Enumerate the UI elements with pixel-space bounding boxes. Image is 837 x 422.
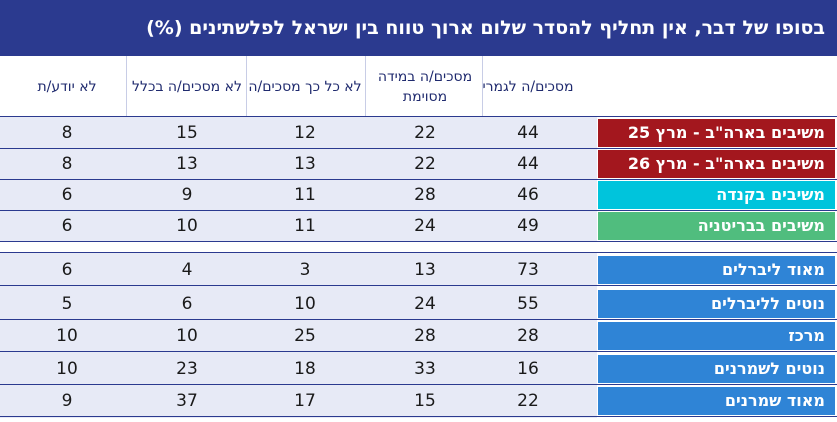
row-divider (0, 351, 837, 352)
row-divider (0, 241, 837, 242)
table-cell: 6 (61, 185, 73, 205)
row-divider (0, 148, 837, 149)
row-label: מרכז (598, 322, 835, 350)
column-header: לא יודע/ת (37, 79, 97, 95)
table-cell: 10 (176, 326, 198, 346)
row-divider (0, 319, 837, 320)
row-label: מאוד שמרנים (598, 387, 835, 415)
row-divider (0, 416, 837, 417)
table-cell: 22 (414, 154, 436, 174)
row-label: מאוד ליברלים (598, 256, 835, 284)
table-cell: 28 (414, 326, 436, 346)
header-divider (482, 56, 483, 116)
row-divider (0, 252, 837, 253)
row-label: משיבים בארה"ב - מרץ 25 (598, 119, 835, 147)
table-cell: 9 (181, 185, 193, 205)
table-cell: 5 (61, 294, 73, 314)
table-cell: 15 (176, 123, 198, 143)
table-cell: 44 (517, 123, 539, 143)
table-cell: 28 (414, 185, 436, 205)
row-label: משיבים בקנדה (598, 181, 835, 209)
table-cell: 28 (517, 326, 539, 346)
table-cell: 11 (294, 216, 316, 236)
row-divider (0, 179, 837, 180)
table-cell: 23 (176, 359, 198, 379)
header-divider (246, 56, 247, 116)
row-label: משיבים בארה"ב - מרץ 26 (598, 150, 835, 178)
table-cell: 12 (294, 123, 316, 143)
table-cell: 3 (299, 260, 311, 280)
table-cell: 17 (294, 391, 316, 411)
table-cell: 9 (61, 391, 73, 411)
table-cell: 46 (517, 185, 539, 205)
row-divider (0, 384, 837, 385)
row-label: נוטים לליברלים (598, 290, 835, 318)
header-divider (365, 56, 366, 116)
table-cell: 22 (414, 123, 436, 143)
table-cell: 13 (176, 154, 198, 174)
table-cell: 13 (414, 260, 436, 280)
table-cell: 33 (414, 359, 436, 379)
table-cell: 73 (517, 260, 539, 280)
table-cell: 10 (176, 216, 198, 236)
row-divider (0, 210, 837, 211)
row-divider (0, 285, 837, 286)
row-label: נוטים לשמרנים (598, 355, 835, 383)
table-cell: 10 (56, 359, 78, 379)
table-cell: 8 (61, 123, 73, 143)
chart-title: בסופו של דבר, אין תחליף להסדר שלום ארוך … (0, 0, 837, 56)
row-label: משיבים בבריטניה (598, 212, 835, 240)
table-cell: 10 (294, 294, 316, 314)
table-cell: 6 (61, 216, 73, 236)
table-cell: 22 (517, 391, 539, 411)
table-cell: 13 (294, 154, 316, 174)
table-cell: 6 (181, 294, 193, 314)
table-cell: 16 (517, 359, 539, 379)
table-cell: 25 (294, 326, 316, 346)
table-cell: 24 (414, 294, 436, 314)
table-cell: 15 (414, 391, 436, 411)
table-cell: 6 (61, 260, 73, 280)
table-cell: 44 (517, 154, 539, 174)
table-cell: 18 (294, 359, 316, 379)
column-header: מסכים/ה לגמרי (482, 79, 574, 95)
column-header: לא מסכים/ה בכלל (132, 79, 242, 95)
table-cell: 8 (61, 154, 73, 174)
table-cell: 37 (176, 391, 198, 411)
header-divider (126, 56, 127, 116)
table-cell: 24 (414, 216, 436, 236)
column-header: מסכים/ה במידה מסוימת (377, 69, 473, 105)
table-cell: 11 (294, 185, 316, 205)
row-divider (0, 116, 837, 117)
table-cell: 49 (517, 216, 539, 236)
table-cell: 4 (181, 260, 193, 280)
column-header: לא כל כך מסכים/ה (248, 79, 362, 95)
table-cell: 10 (56, 326, 78, 346)
group-background (0, 252, 597, 418)
table-cell: 55 (517, 294, 539, 314)
